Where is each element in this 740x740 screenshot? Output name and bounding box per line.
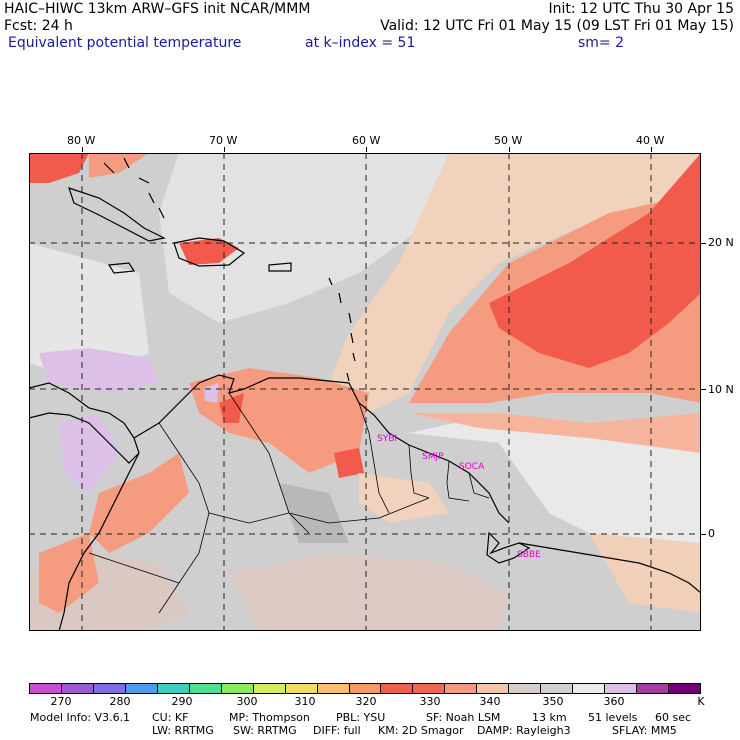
lon-label-80w: 80 W — [67, 134, 96, 147]
field-region-light — [29, 243, 149, 383]
field-name: Equivalent potential temperature — [8, 35, 242, 51]
colorbar-label: 330 — [419, 695, 441, 708]
colorbar-swatch — [605, 684, 638, 693]
field-region-salmon — [89, 453, 189, 553]
lon-label-70w: 70 W — [209, 134, 238, 147]
lat-label-10n: 10 N — [708, 383, 734, 396]
colorbar-swatch — [253, 684, 286, 693]
field-region-lavender — [39, 348, 159, 393]
colorbar-unit: K — [697, 695, 705, 708]
graticule — [29, 153, 701, 631]
colorbar-label: 270 — [50, 695, 72, 708]
lon-label-50w: 50 W — [494, 134, 523, 147]
damping: DAMP: Rayleigh3 — [477, 724, 571, 737]
colorbar-swatch — [125, 684, 158, 693]
colorbar-label: 340 — [479, 695, 501, 708]
colorbar-swatch — [509, 684, 542, 693]
colorbar-swatch — [637, 684, 670, 693]
sf-scheme: SF: Noah LSM — [426, 711, 501, 724]
colorbar-swatch — [30, 684, 62, 693]
colorbar-swatch — [285, 684, 318, 693]
colorbar-label: 300 — [236, 695, 258, 708]
lat-tick — [701, 534, 706, 535]
colorbar-label: 310 — [294, 695, 316, 708]
timestep: 60 sec — [655, 711, 692, 724]
colorbar-label: 350 — [542, 695, 564, 708]
colorbar-swatch — [317, 684, 350, 693]
colorbar-swatch — [381, 684, 414, 693]
smoothing: sm= 2 — [578, 35, 625, 51]
colorbar-swatch — [669, 684, 701, 693]
field-region-red — [334, 448, 364, 478]
field-region-light — [409, 413, 701, 573]
colorbar-label: 290 — [171, 695, 193, 708]
sflay-scheme: SFLAY: MM5 — [612, 724, 677, 737]
colorbar-label: 360 — [603, 695, 625, 708]
pbl-scheme: PBL: YSU — [336, 711, 386, 724]
station-soca: SOCA — [459, 462, 485, 472]
colorbar-swatch — [573, 684, 606, 693]
sw-scheme: SW: RRTMG — [233, 724, 297, 737]
colorbar-swatch — [445, 684, 478, 693]
field-region-red — [219, 393, 244, 423]
field-region-beige — [329, 153, 701, 413]
coastlines — [29, 157, 701, 631]
field-region-gray — [279, 483, 349, 543]
station-smjp: SMJP — [422, 452, 444, 462]
country-borders — [88, 392, 490, 614]
map-frame — [29, 153, 701, 631]
field-region-lavender — [59, 413, 119, 493]
colorbar-swatch — [221, 684, 254, 693]
cu-scheme: CU: KF — [152, 711, 189, 724]
field-region-beige — [359, 473, 449, 523]
colorbar-swatch — [349, 684, 382, 693]
field-region-lavender — [204, 383, 219, 403]
colorbar-swatch — [413, 684, 446, 693]
valid-time: Valid: 12 UTC Fri 01 May 15 (09 LST Fri … — [380, 18, 734, 34]
init-time: Init: 12 UTC Thu 30 Apr 15 — [548, 1, 734, 17]
field-region-light — [159, 153, 449, 323]
diffusion: DIFF: full — [313, 724, 361, 737]
station-sybi: SYBI — [377, 434, 397, 444]
km-option: KM: 2D Smagor — [378, 724, 464, 737]
lon-tick — [509, 147, 510, 152]
model-info: Model Info: V3.6.1 — [30, 711, 131, 724]
colorbar — [29, 683, 701, 694]
colorbar-label: 280 — [109, 695, 131, 708]
level-index: at k–index = 51 — [305, 35, 416, 51]
field-region-salmon — [409, 413, 701, 453]
lat-tick — [701, 389, 706, 390]
mp-scheme: MP: Thompson — [229, 711, 310, 724]
colorbar-swatch — [157, 684, 190, 693]
colorbar-swatch — [189, 684, 222, 693]
lat-label-20n: 20 N — [708, 236, 734, 249]
colorbar-swatch — [541, 684, 574, 693]
lw-scheme: LW: RRTMG — [152, 724, 214, 737]
lat-label-0: 0 — [708, 527, 715, 540]
field-region-salmon — [189, 368, 369, 473]
field-region-beige — [589, 533, 701, 613]
field-region-salmon — [89, 153, 149, 178]
field-region-taupe — [229, 553, 509, 631]
vertical-levels: 51 levels — [588, 711, 638, 724]
station-sbbe: SBBE — [517, 550, 541, 560]
colorbar-label: 320 — [355, 695, 377, 708]
grid-spacing: 13 km — [532, 711, 567, 724]
field-region-red — [29, 153, 89, 183]
model-title: HAIC–HIWC 13km ARW–GFS init NCAR/MMM — [4, 1, 311, 17]
lon-tick — [224, 147, 225, 152]
field-region-red — [489, 153, 701, 368]
lon-tick — [366, 147, 367, 152]
colorbar-swatch — [477, 684, 510, 693]
forecast-hour: Fcst: 24 h — [4, 18, 73, 34]
lat-tick — [701, 243, 706, 244]
lon-tick — [651, 147, 652, 152]
lon-label-40w: 40 W — [636, 134, 665, 147]
colorbar-swatch — [93, 684, 126, 693]
lon-tick — [82, 147, 83, 152]
colorbar-swatch — [61, 684, 94, 693]
lon-label-60w: 60 W — [352, 134, 381, 147]
theta-e-map: SYBI SMJP SOCA SBBE — [29, 153, 701, 631]
